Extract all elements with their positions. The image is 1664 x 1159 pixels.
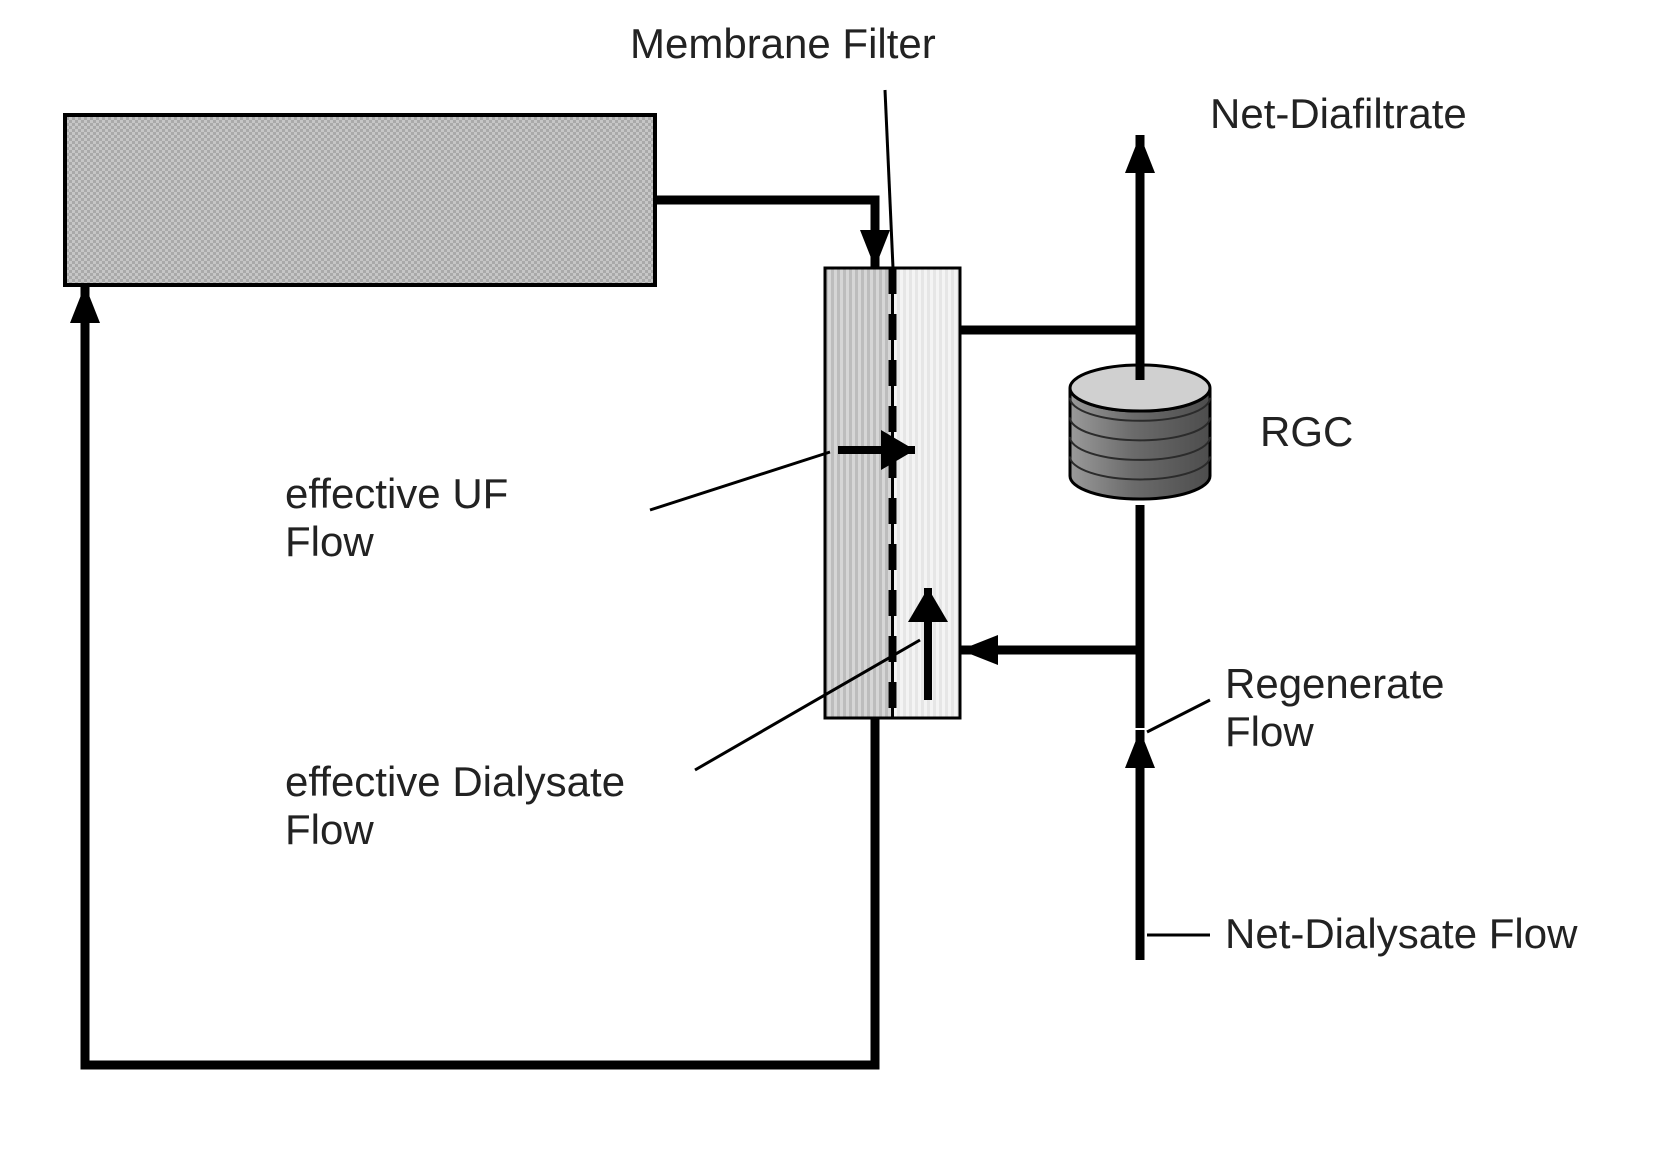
label-effective-uf: effective UF Flow [285,470,508,567]
label-effective-dialysate: effective Dialysate Flow [285,758,625,855]
label-net-dialysate-flow: Net-Dialysate Flow [1225,910,1577,958]
diagram-svg [0,0,1664,1159]
label-membrane-filter: Membrane Filter [630,20,936,68]
label-regenerate-flow: Regenerate Flow [1225,660,1445,757]
label-rgc: RGC [1260,408,1353,456]
label-net-diafiltrate: Net-Diafiltrate [1210,90,1467,138]
diagram-canvas: { "canvas": { "width": 1664, "height": 1… [0,0,1664,1159]
